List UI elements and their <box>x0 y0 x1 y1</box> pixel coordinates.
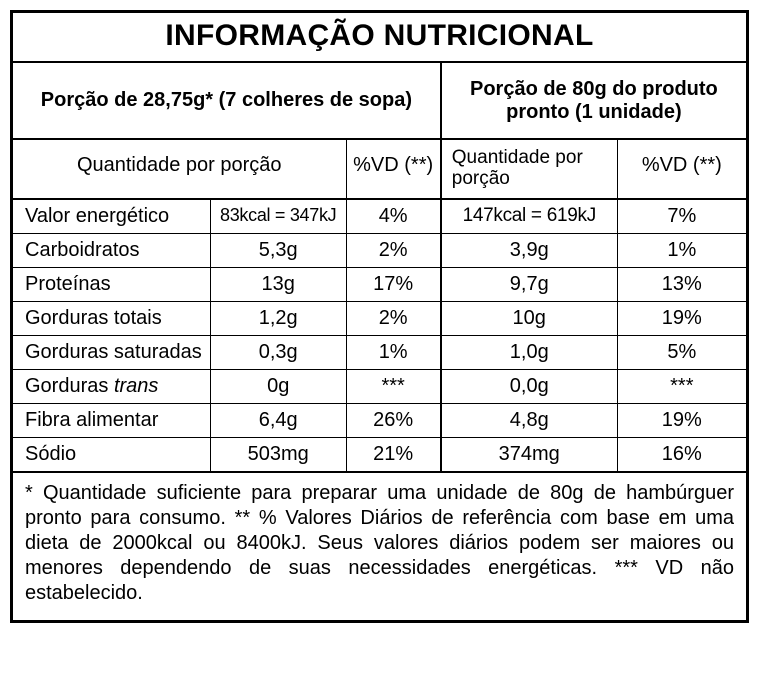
nutrient-name: Gorduras trans <box>13 370 211 403</box>
dv-portion2: 19% <box>618 302 746 335</box>
nutrition-facts-panel: INFORMAÇÃO NUTRICIONAL Porção de 28,75g*… <box>10 10 749 623</box>
value-portion2: 374mg <box>442 438 618 471</box>
data-rows: Valor energético83kcal = 347kJ4%147kcal … <box>13 200 746 473</box>
table-row: Gorduras totais1,2g2%10g19% <box>13 302 746 336</box>
portion-right: Porção de 80g do produto pronto (1 unida… <box>442 63 746 138</box>
value-portion2: 147kcal = 619kJ <box>442 200 618 233</box>
footnote-text: * Quantidade suficiente para preparar um… <box>13 473 746 620</box>
subhead-qty-right: Quantidade por porção <box>442 140 618 198</box>
value-portion1: 13g <box>211 268 347 301</box>
dv-portion1: 2% <box>347 234 442 267</box>
dv-portion1: 1% <box>347 336 442 369</box>
table-row: Valor energético83kcal = 347kJ4%147kcal … <box>13 200 746 234</box>
value-portion1: 1,2g <box>211 302 347 335</box>
value-portion2: 4,8g <box>442 404 618 437</box>
dv-portion1: 21% <box>347 438 442 471</box>
value-portion1: 0g <box>211 370 347 403</box>
column-subheader-row: Quantidade por porção %VD (**) Quantidad… <box>13 140 746 200</box>
dv-portion2: 1% <box>618 234 746 267</box>
nutrient-name: Proteínas <box>13 268 211 301</box>
subhead-qty-left: Quantidade por porção <box>13 140 347 198</box>
dv-portion1: 17% <box>347 268 442 301</box>
nutrient-name: Sódio <box>13 438 211 471</box>
value-portion1: 0,3g <box>211 336 347 369</box>
table-row: Gorduras trans0g***0,0g*** <box>13 370 746 404</box>
portion-left: Porção de 28,75g* (7 colheres de sopa) <box>13 63 442 138</box>
value-portion2: 3,9g <box>442 234 618 267</box>
subhead-vd-right: %VD (**) <box>618 140 746 198</box>
table-row: Proteínas13g17%9,7g13% <box>13 268 746 302</box>
value-portion1: 6,4g <box>211 404 347 437</box>
dv-portion1: 2% <box>347 302 442 335</box>
value-portion2: 9,7g <box>442 268 618 301</box>
table-row: Gorduras saturadas0,3g1%1,0g5% <box>13 336 746 370</box>
value-portion1: 5,3g <box>211 234 347 267</box>
nutrient-name: Fibra alimentar <box>13 404 211 437</box>
dv-portion2: 13% <box>618 268 746 301</box>
dv-portion2: 7% <box>618 200 746 233</box>
portion-header-row: Porção de 28,75g* (7 colheres de sopa) P… <box>13 63 746 140</box>
value-portion2: 10g <box>442 302 618 335</box>
value-portion1: 503mg <box>211 438 347 471</box>
dv-portion2: 5% <box>618 336 746 369</box>
subhead-vd-left: %VD (**) <box>347 140 442 198</box>
nutrient-name: Gorduras saturadas <box>13 336 211 369</box>
dv-portion2: *** <box>618 370 746 403</box>
dv-portion1: 4% <box>347 200 442 233</box>
dv-portion1: *** <box>347 370 442 403</box>
dv-portion1: 26% <box>347 404 442 437</box>
dv-portion2: 19% <box>618 404 746 437</box>
nutrient-name: Valor energético <box>13 200 211 233</box>
value-portion2: 0,0g <box>442 370 618 403</box>
table-row: Fibra alimentar6,4g26%4,8g19% <box>13 404 746 438</box>
nutrient-name: Carboidratos <box>13 234 211 267</box>
dv-portion2: 16% <box>618 438 746 471</box>
table-row: Carboidratos5,3g2%3,9g1% <box>13 234 746 268</box>
value-portion1: 83kcal = 347kJ <box>211 200 347 233</box>
value-portion2: 1,0g <box>442 336 618 369</box>
nutrient-name: Gorduras totais <box>13 302 211 335</box>
table-row: Sódio503mg21%374mg16% <box>13 438 746 473</box>
panel-title: INFORMAÇÃO NUTRICIONAL <box>13 13 746 63</box>
